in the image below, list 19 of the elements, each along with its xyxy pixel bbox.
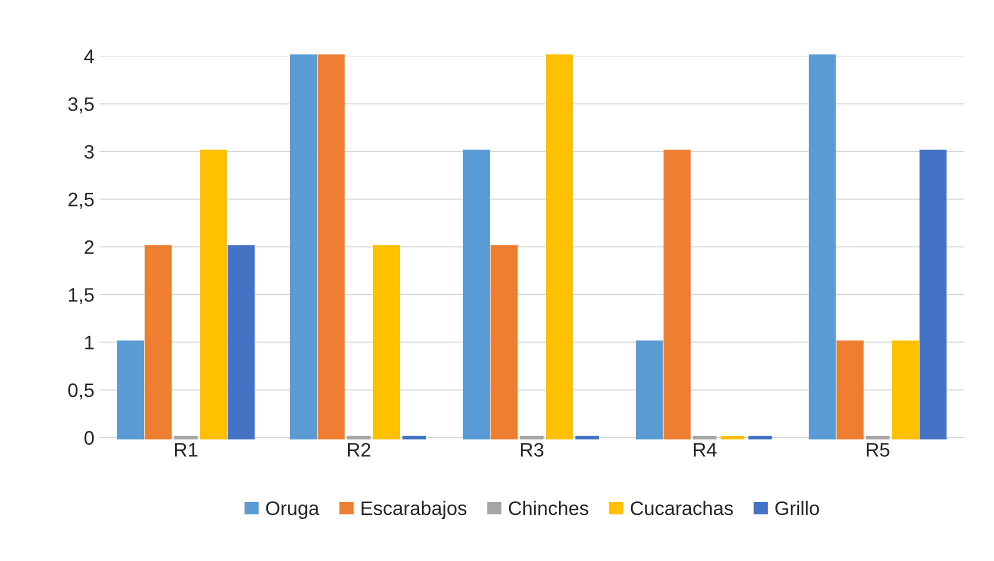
x-tick-label: R5: [866, 443, 890, 457]
y-tick-label: 2,5: [68, 192, 94, 209]
y-tick-label: 1: [85, 336, 94, 350]
x-tick-label: R3: [520, 442, 544, 457]
y-tick-label: 3,5: [68, 97, 94, 114]
x-tick-label: R4: [694, 443, 717, 457]
y-tick-label: 1,5: [68, 288, 94, 304]
legend-label: Grillo: [775, 500, 819, 516]
y-tick-label: 2: [84, 240, 94, 254]
y-tick-label: 0: [84, 431, 94, 445]
x-tick-label: R2: [348, 442, 370, 457]
legend-label: Oruga: [266, 501, 320, 519]
legend-label: Chinches: [508, 500, 588, 516]
legend-label: Cucarachas: [630, 500, 733, 516]
y-tick-label: 0,5: [68, 383, 94, 400]
y-tick-label: 3: [84, 144, 94, 159]
y-tick-label: 4: [84, 50, 94, 64]
legend-label: Escarabajos: [362, 500, 466, 519]
x-tick-label: R1: [175, 443, 198, 457]
